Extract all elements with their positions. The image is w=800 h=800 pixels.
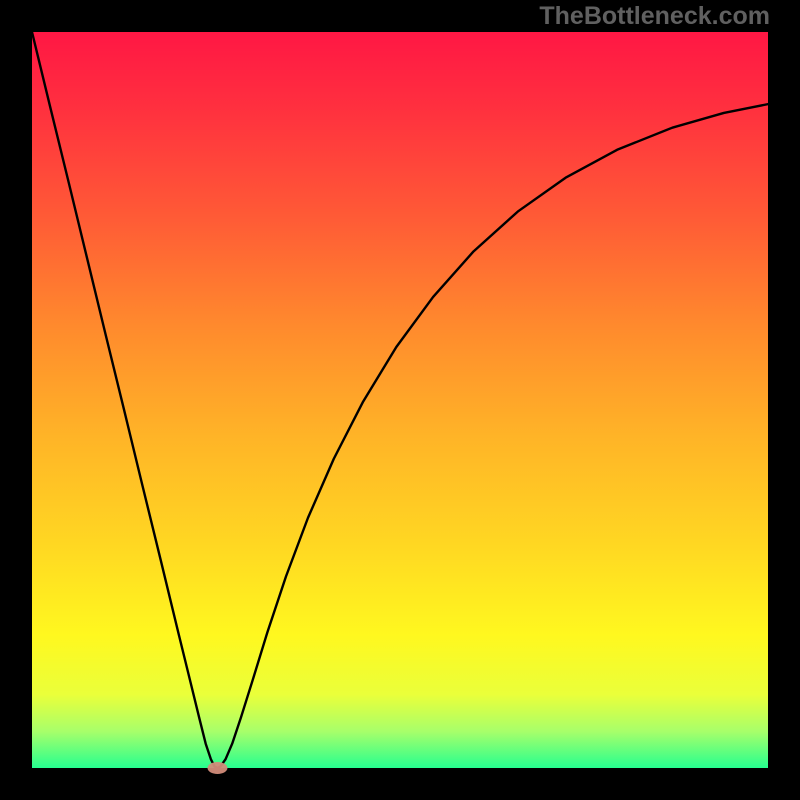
- optimal-point-marker: [207, 762, 227, 774]
- chart-container: TheBottleneck.com: [0, 0, 800, 800]
- bottleneck-curve: [32, 32, 768, 768]
- curve-layer: [0, 0, 800, 800]
- watermark-text: TheBottleneck.com: [539, 2, 770, 31]
